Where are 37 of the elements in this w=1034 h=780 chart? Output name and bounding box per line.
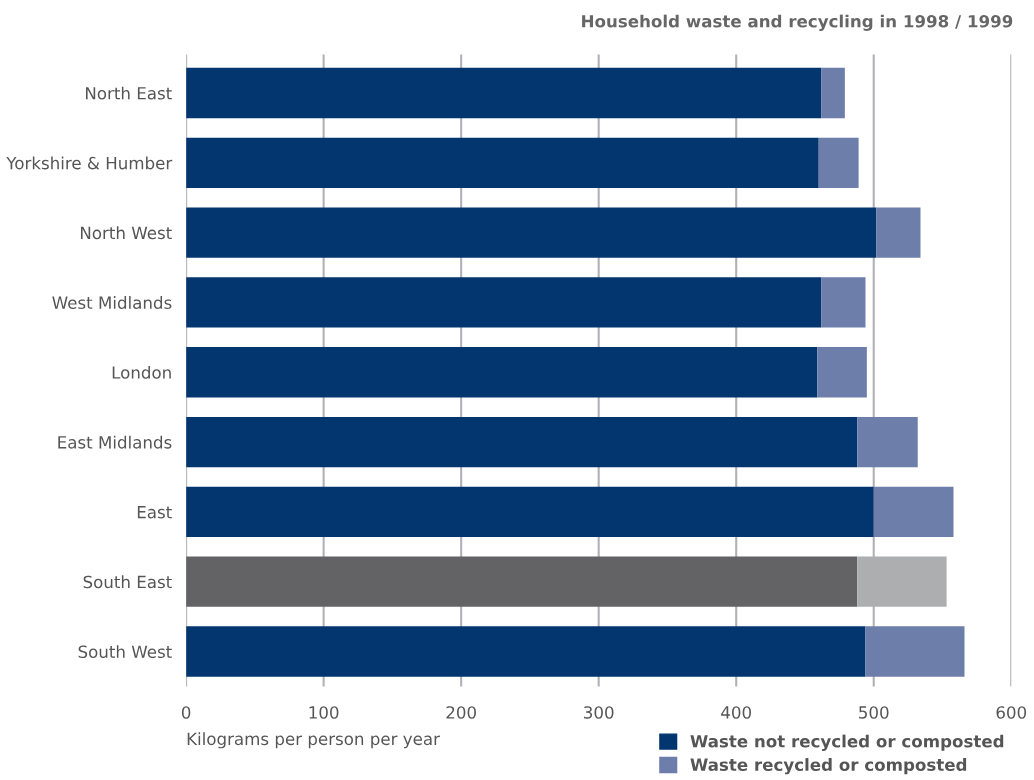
x-axis-title: Kilograms per person per year (187, 732, 440, 749)
bar (876, 207, 921, 258)
bar (857, 416, 918, 468)
x-tick-label: 400 (721, 706, 752, 719)
x-tick-label: 500 (859, 706, 889, 719)
bar (186, 207, 877, 258)
bar (873, 486, 954, 537)
bar (186, 277, 822, 328)
y-tick-label: East Midlands (58, 435, 172, 449)
bar (818, 137, 859, 188)
legend-label: Waste not recycled or composted (690, 734, 1004, 751)
x-tick-label: 300 (584, 706, 614, 719)
bar (186, 486, 874, 537)
y-tick-label: South East (83, 575, 172, 589)
y-tick-label: South West (78, 645, 172, 659)
bar (865, 626, 965, 677)
y-tick-label: East (137, 506, 172, 519)
bar (821, 67, 845, 119)
bar (186, 137, 819, 188)
y-tick-label: London (112, 365, 171, 379)
bar (186, 67, 822, 119)
chart-title: Household waste and recycling in 1998 / 1999 (582, 14, 1013, 31)
y-tick-label: West Midlands (52, 296, 172, 309)
bar (186, 347, 818, 398)
legend-label: Waste recycled or composted (690, 758, 967, 775)
bar (186, 556, 858, 607)
bar (186, 416, 858, 468)
y-tick-label: Yorkshire & Humber (6, 156, 173, 170)
bar (186, 626, 866, 677)
bar (821, 277, 866, 328)
y-tick-label: North West (80, 226, 172, 240)
x-tick-label: 200 (446, 706, 476, 719)
bar (817, 347, 867, 398)
y-tick-label: North East (85, 86, 172, 100)
x-tick-label: 100 (309, 706, 339, 719)
x-tick-label: 600 (996, 706, 1027, 719)
x-tick-label: 0 (181, 706, 191, 719)
